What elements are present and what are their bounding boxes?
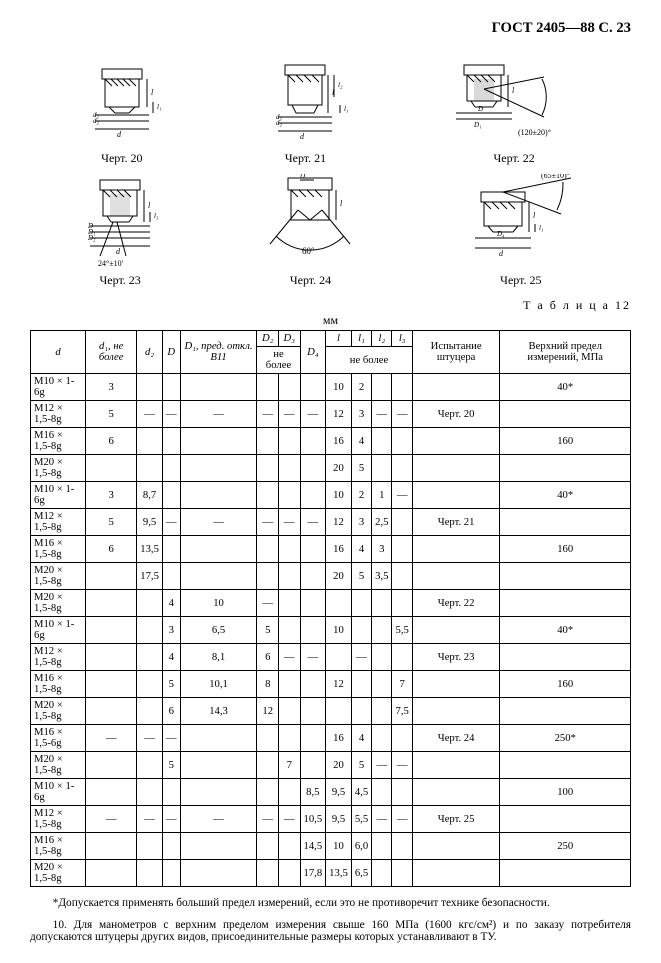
table-row: M12 × 1,5-8g5——————123——Черт. 20	[31, 401, 631, 428]
fig-20: d₁ d₂ d l l₁ Черт. 20	[77, 57, 167, 166]
fig-23: D D₁ D₂ d 24°±10′ l l₃ Черт. 23	[70, 174, 170, 288]
svg-text:D₂: D₂	[87, 234, 96, 242]
table-row: M16 × 1,5-8g6164160	[31, 428, 631, 455]
svg-text:24°±10′: 24°±10′	[98, 259, 124, 268]
data-table: d d₁, не более d₂ D D₁, пред. откл. B11 …	[30, 330, 631, 887]
table-row: M20 × 1,5-8g17,813,56,5	[31, 860, 631, 887]
table-row: M20 × 1,5-8g410—Черт. 22	[31, 590, 631, 617]
svg-text:d: d	[116, 247, 121, 256]
fig-25-caption: Черт. 25	[500, 273, 541, 287]
svg-text:d: d	[499, 249, 504, 258]
fig-22-caption: Черт. 22	[493, 151, 534, 165]
svg-text:l: l	[512, 86, 515, 95]
svg-text:d: d	[117, 130, 122, 139]
table-row: M12 × 1,5-8g59,5—————1232,5Черт. 21	[31, 509, 631, 536]
table-row: M10 × 1-6g38,71021—40*	[31, 482, 631, 509]
svg-text:l₃: l₃	[154, 212, 159, 220]
svg-text:(120±20)°: (120±20)°	[518, 128, 551, 137]
svg-text:l₁: l₁	[344, 105, 348, 113]
svg-text:60°: 60°	[302, 246, 315, 256]
footnote-10: 10. Для манометров с верхним пределом из…	[30, 919, 631, 943]
page-header: ГОСТ 2405—88 С. 23	[30, 20, 631, 37]
svg-text:l: l	[148, 201, 151, 210]
fig-24-caption: Черт. 24	[290, 273, 331, 287]
svg-text:l₁: l₁	[157, 103, 161, 111]
table-row: M16 × 1,5-8g14,5106,0250	[31, 833, 631, 860]
fig-20-caption: Черт. 20	[101, 151, 142, 165]
table-row: M16 × 1,5-6g———164Черт. 24250*	[31, 725, 631, 752]
mm-label: мм	[30, 313, 631, 328]
svg-text:D₄: D₄	[496, 230, 505, 238]
table-row: M20 × 1,5-8g614,3127,5	[31, 698, 631, 725]
svg-text:d₂: d₂	[93, 117, 100, 125]
footnote-star: *Допускается применять больший предел из…	[30, 897, 631, 909]
table-row: M20 × 1,5-8g17,52053,5	[31, 563, 631, 590]
svg-text:D: D	[477, 105, 483, 113]
fig-21: d₁ d₂ d l l₂ l₁ Черт. 21	[260, 57, 350, 166]
svg-text:d₂: d₂	[276, 119, 283, 127]
table-row: M12 × 1,5-8g48,16———Черт. 23	[31, 644, 631, 671]
fig-21-caption: Черт. 21	[285, 151, 326, 165]
fig-23-caption: Черт. 23	[100, 273, 141, 287]
svg-text:l: l	[151, 88, 154, 97]
svg-text:l: l	[340, 199, 343, 208]
svg-text:l: l	[533, 211, 536, 220]
table-row: M12 × 1,5-8g——————10,59,55,5——Черт. 25	[31, 806, 631, 833]
svg-text:d: d	[300, 132, 305, 141]
svg-text:(65±10)°: (65±10)°	[541, 174, 570, 180]
table-row: M16 × 1,5-8g510,18127160	[31, 671, 631, 698]
fig-24: 60° D l Черт. 24	[250, 174, 370, 288]
svg-text:l₂: l₂	[338, 81, 343, 89]
table-row: M16 × 1,5-8g613,51643160	[31, 536, 631, 563]
table-row: M10 × 1-6g310240*	[31, 374, 631, 401]
figures-row-2: D D₁ D₂ d 24°±10′ l l₃ Черт. 23 60° D l …	[30, 174, 631, 288]
table-label: Т а б л и ц а 12	[30, 298, 631, 313]
figures-row-1: d₁ d₂ d l l₁ Черт. 20 d₁ d₂ d l l₂ l₁ Че…	[30, 57, 631, 166]
table-row: M10 × 1-6g36,55105,540*	[31, 617, 631, 644]
svg-text:D: D	[299, 174, 305, 180]
svg-text:D₁: D₁	[473, 121, 482, 129]
table-row: M10 × 1-6g8,59,54,5100	[31, 779, 631, 806]
svg-text:l₁: l₁	[539, 224, 543, 232]
fig-22: D D₁ (120±20)° l Черт. 22	[444, 57, 584, 166]
table-row: M20 × 1,5-8g57205——	[31, 752, 631, 779]
fig-25: D₄ d (65±10)° l l₁ Черт. 25	[451, 174, 591, 288]
table-row: M20 × 1,5-8g205	[31, 455, 631, 482]
